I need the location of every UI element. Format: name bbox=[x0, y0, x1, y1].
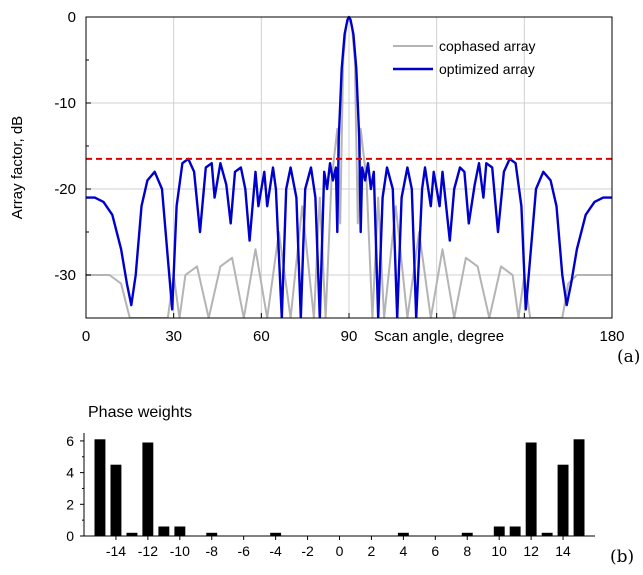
legend: cophased array optimized array bbox=[393, 38, 536, 77]
x-tick-label: -14 bbox=[106, 543, 126, 559]
axis-ticks: 0 30 60 90 180 0 -10 -20 -30 bbox=[54, 9, 624, 345]
bar bbox=[493, 526, 505, 536]
bar bbox=[110, 464, 122, 536]
bar bbox=[509, 526, 521, 536]
x-tick-label: -12 bbox=[138, 543, 158, 559]
x-tick-label: 12 bbox=[523, 543, 539, 559]
bar bbox=[270, 532, 282, 536]
x-tick-label: -6 bbox=[237, 543, 250, 559]
y-tick-label: -10 bbox=[54, 95, 76, 112]
bar bbox=[525, 442, 537, 536]
bar bbox=[461, 532, 473, 536]
x-tick-label: 90 bbox=[341, 328, 358, 345]
x-tick-label: -4 bbox=[269, 543, 282, 559]
x-tick-label: -2 bbox=[301, 543, 314, 559]
bar bbox=[142, 442, 154, 536]
panel-tag-b: (b) bbox=[610, 547, 634, 567]
legend-entry: optimized array bbox=[439, 61, 535, 77]
bars bbox=[94, 439, 585, 536]
panel-tag-a: (a) bbox=[617, 347, 640, 367]
x-tick-label: 180 bbox=[599, 328, 624, 345]
bar bbox=[557, 464, 569, 536]
y-tick-label: 2 bbox=[66, 496, 74, 512]
x-tick-label: 6 bbox=[431, 543, 439, 559]
y-tick-label: 6 bbox=[66, 433, 74, 449]
y-axis-label: Array factor, dB bbox=[9, 116, 26, 219]
bar bbox=[541, 532, 553, 536]
legend-entry: cophased array bbox=[439, 38, 536, 54]
x-tick-label: 14 bbox=[555, 543, 571, 559]
bar bbox=[573, 439, 585, 536]
grid-lines bbox=[86, 17, 612, 318]
y-tick-label: 0 bbox=[68, 9, 76, 26]
y-tick-label: 0 bbox=[66, 528, 74, 544]
x-tick-label: 10 bbox=[491, 543, 507, 559]
x-tick-label: -10 bbox=[170, 543, 190, 559]
phase-weights-chart: Phase weights 0 2 4 6 -14 -12 -10 -8 -6 -4 -2 0 2 4 6 8… bbox=[66, 404, 634, 567]
x-tick-label: -8 bbox=[206, 543, 219, 559]
bar bbox=[397, 532, 409, 536]
y-tick-label: -20 bbox=[54, 181, 76, 198]
bar bbox=[206, 532, 218, 536]
x-tick-label: 8 bbox=[463, 543, 471, 559]
x-tick-label: 4 bbox=[399, 543, 407, 559]
chart-title: Phase weights bbox=[88, 404, 192, 421]
array-factor-chart: 0 30 60 90 180 0 -10 -20 -30 cophased array optim… bbox=[9, 9, 640, 367]
axis-ticks: 0 2 4 6 -14 -12 -10 -8 -6 -4 -2 0 2 4 6 8 10 12 14 bbox=[66, 433, 571, 559]
x-tick-label: 0 bbox=[82, 328, 90, 345]
bar bbox=[158, 526, 170, 536]
bar bbox=[94, 439, 106, 536]
y-tick-label: -30 bbox=[54, 267, 76, 284]
bar bbox=[174, 526, 186, 536]
axes bbox=[83, 433, 595, 537]
x-tick-label: 0 bbox=[336, 543, 344, 559]
x-tick-label: 2 bbox=[368, 543, 376, 559]
x-tick-label: 30 bbox=[165, 328, 182, 345]
bar bbox=[126, 532, 138, 536]
y-tick-label: 4 bbox=[66, 465, 74, 481]
x-tick-label: 60 bbox=[253, 328, 270, 345]
x-axis-label: Scan angle, degree bbox=[374, 328, 504, 345]
